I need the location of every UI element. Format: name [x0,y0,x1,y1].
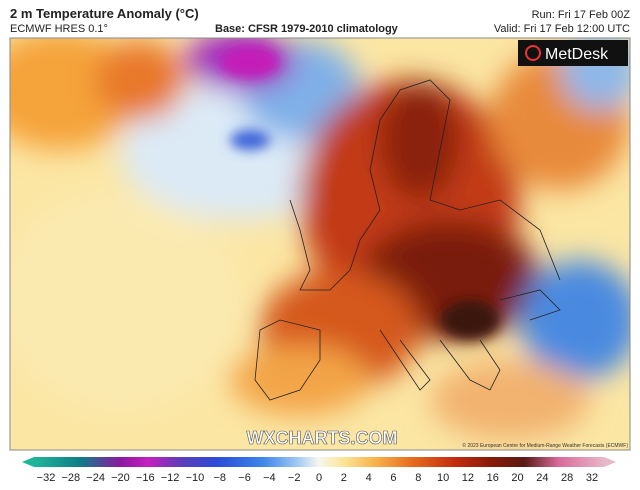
watermark: WXCHARTS.COM [247,428,398,448]
coastlines [254,79,561,401]
valid: Valid: Fri 17 Feb 12:00 UTC [494,23,630,35]
colorbar-arrow-low [22,457,34,467]
colorbar-tick-label: −16 [136,472,155,484]
model: ECMWF HRES 0.1° [10,23,108,35]
colorbar [34,457,604,467]
logo: MetDesk [545,46,609,63]
colorbar-tick-label: 6 [390,472,396,484]
map [10,38,630,450]
colorbar-tick-label: −6 [238,472,251,484]
colorbar-tick-label: −28 [61,472,80,484]
title: 2 m Temperature Anomaly (°C) [10,6,199,21]
run: Run: Fri 17 Feb 00Z [532,9,631,21]
colorbar-tick-label: 8 [415,472,421,484]
colorbar-tick-label: 32 [586,472,598,484]
colorbar-tick-label: 10 [437,472,449,484]
colorbar-tick-label: 24 [536,472,548,484]
copyright: © 2023 European Centre for Medium-Range … [462,442,628,449]
colorbar-tick-label: −12 [161,472,180,484]
colorbar-tick-label: 0 [316,472,322,484]
colorbar-tick-label: −24 [86,472,105,484]
logo-box [518,40,628,66]
logo-icon [525,45,541,61]
map-border [9,37,631,451]
colorbar-tick-label: −20 [111,472,130,484]
colorbar-tick-label: −32 [37,472,56,484]
colorbar-tick-label: −10 [186,472,205,484]
colorbar-tick-label: 4 [366,472,372,484]
colorbar-tick-label: 20 [511,472,523,484]
colorbar-tick-label: −4 [263,472,276,484]
colorbar-tick-label: 12 [462,472,474,484]
colorbar-tick-label: 28 [561,472,573,484]
colorbar-tick-label: −8 [213,472,226,484]
colorbar-arrow-high [604,457,616,467]
base: Base: CFSR 1979-2010 climatology [215,23,399,35]
colorbar-tick-label: 16 [487,472,499,484]
colorbar-tick-label: 2 [341,472,347,484]
colorbar-tick-label: −2 [288,472,301,484]
